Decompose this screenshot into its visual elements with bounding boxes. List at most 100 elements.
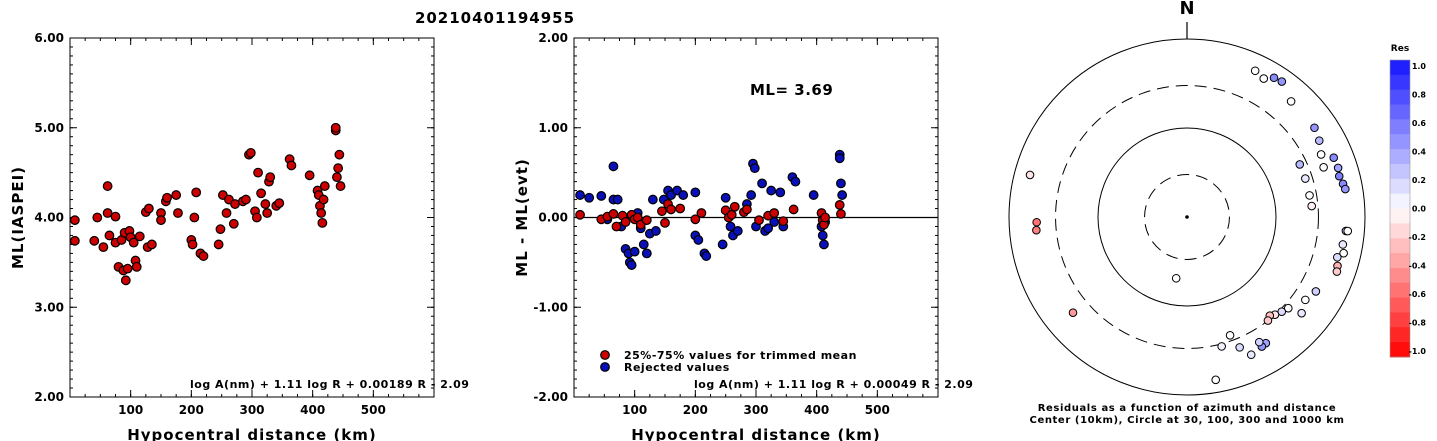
colorbar-segment — [1390, 223, 1410, 239]
red-station-point — [131, 261, 142, 272]
y-tick-label: 2.00 — [538, 31, 568, 45]
blue-station-point — [819, 239, 829, 250]
x-tick-label: 200 — [683, 403, 708, 417]
station-residual-point — [1254, 337, 1264, 347]
colorbar-segment — [1390, 178, 1410, 195]
station-residual-point — [1235, 343, 1244, 352]
blue-station-point — [693, 235, 704, 245]
red-station-point — [253, 167, 263, 178]
red-station-point — [251, 212, 262, 223]
red-station-point — [156, 215, 166, 226]
x-tick-label: 100 — [118, 403, 143, 417]
red-station-point — [317, 217, 328, 228]
x-axis-label: Hypocentral distance (km) — [127, 426, 377, 441]
x-tick-label: 500 — [361, 403, 386, 417]
station-residual-point — [1329, 153, 1339, 163]
blue-station-point — [647, 194, 658, 205]
red-station-point — [660, 217, 670, 228]
x-tick-label: 400 — [300, 403, 325, 417]
red-station-point — [171, 190, 182, 200]
red-station-point — [690, 214, 701, 225]
y-axis-label: ML(IASPEI) — [9, 166, 27, 269]
north-label: N — [1179, 0, 1194, 19]
station-residual-point — [1332, 252, 1342, 262]
station-residual-point — [1286, 97, 1296, 106]
blue-station-point — [596, 191, 607, 201]
blue-station-point — [817, 230, 828, 241]
blue-station-point — [651, 226, 661, 236]
colorbar-tick-label: 0.0 — [1412, 205, 1427, 214]
red-station-point — [98, 242, 109, 253]
red-station-point — [754, 215, 764, 226]
red-station-point — [657, 206, 667, 217]
distance-ring-1000km — [1008, 38, 1366, 396]
x-tick-label: 400 — [804, 403, 829, 417]
colorbar-segment — [1390, 89, 1410, 106]
red-station-point — [89, 235, 100, 246]
station-residual-point — [1025, 170, 1035, 180]
colorbar-segment — [1390, 267, 1410, 284]
station-residual-point — [1032, 225, 1041, 235]
station-residual-point — [1301, 174, 1310, 183]
red-station-point — [102, 181, 113, 191]
x-axis-label: Hypocentral distance (km) — [631, 426, 881, 441]
red-station-point — [134, 231, 145, 242]
colorbar-segment — [1390, 282, 1410, 299]
red-station-point — [173, 208, 183, 218]
station-residual-point — [1316, 150, 1326, 159]
station-residual-point — [1263, 316, 1273, 325]
red-station-point — [92, 212, 103, 223]
blue-station-point — [836, 178, 846, 189]
station-residual-point — [1339, 248, 1348, 258]
red-station-point — [769, 208, 780, 218]
colorbar-tick-label: 0.8 — [1412, 91, 1427, 100]
red-station-point — [675, 203, 686, 214]
y-tick-label: 2.00 — [34, 390, 64, 404]
station-residual-point — [1259, 74, 1269, 83]
station-residual-point — [1283, 303, 1293, 313]
red-station-point — [256, 188, 267, 199]
distance-ring-30km — [1144, 174, 1230, 260]
station-residual-point — [1032, 217, 1041, 227]
red-station-point — [608, 209, 619, 219]
red-station-point — [104, 230, 115, 241]
red-station-point — [788, 204, 799, 215]
y-tick-label: 4.00 — [34, 211, 64, 225]
red-station-point — [228, 218, 239, 229]
x-tick-label: 300 — [743, 403, 768, 417]
red-station-point — [286, 160, 297, 171]
red-station-point — [120, 275, 131, 286]
y-tick-label: 1.00 — [538, 121, 568, 135]
blue-station-point — [612, 194, 623, 205]
red-station-point — [198, 251, 209, 261]
polar-caption: Residuals as a function of azimuth and d… — [1038, 403, 1337, 414]
y-tick-label: 5.00 — [34, 121, 64, 135]
colorbar-segment — [1390, 342, 1410, 358]
station-residual-point — [1343, 226, 1353, 236]
red-station-point — [69, 235, 80, 246]
colorbar-segment — [1390, 104, 1410, 120]
station-residual-point — [1311, 287, 1321, 296]
red-station-point — [162, 192, 172, 203]
red-station-point — [319, 181, 330, 191]
red-station-point — [265, 172, 276, 183]
distance-ring-100km — [1097, 127, 1277, 307]
red-station-point — [318, 194, 329, 205]
station-residual-point — [1310, 123, 1319, 133]
event-title: 20210401194955 — [415, 9, 575, 27]
blue-station-point — [629, 246, 640, 257]
colorbar-segment — [1390, 60, 1410, 76]
colorbar-tick-label: 0.6 — [1412, 119, 1427, 128]
colorbar-tick-label: 0.2 — [1412, 176, 1426, 185]
blue-station-point — [763, 223, 774, 234]
blue-station-point — [720, 192, 731, 203]
station-residual-point — [1319, 162, 1328, 172]
blue-station-point — [808, 190, 819, 200]
station-residual-point — [1305, 191, 1314, 200]
red-station-point — [262, 208, 273, 218]
red-station-point — [575, 209, 585, 220]
red-station-point — [304, 170, 315, 181]
red-station-point — [335, 181, 346, 191]
colorbar-title: Res — [1391, 44, 1409, 54]
blue-station-point — [834, 153, 845, 164]
